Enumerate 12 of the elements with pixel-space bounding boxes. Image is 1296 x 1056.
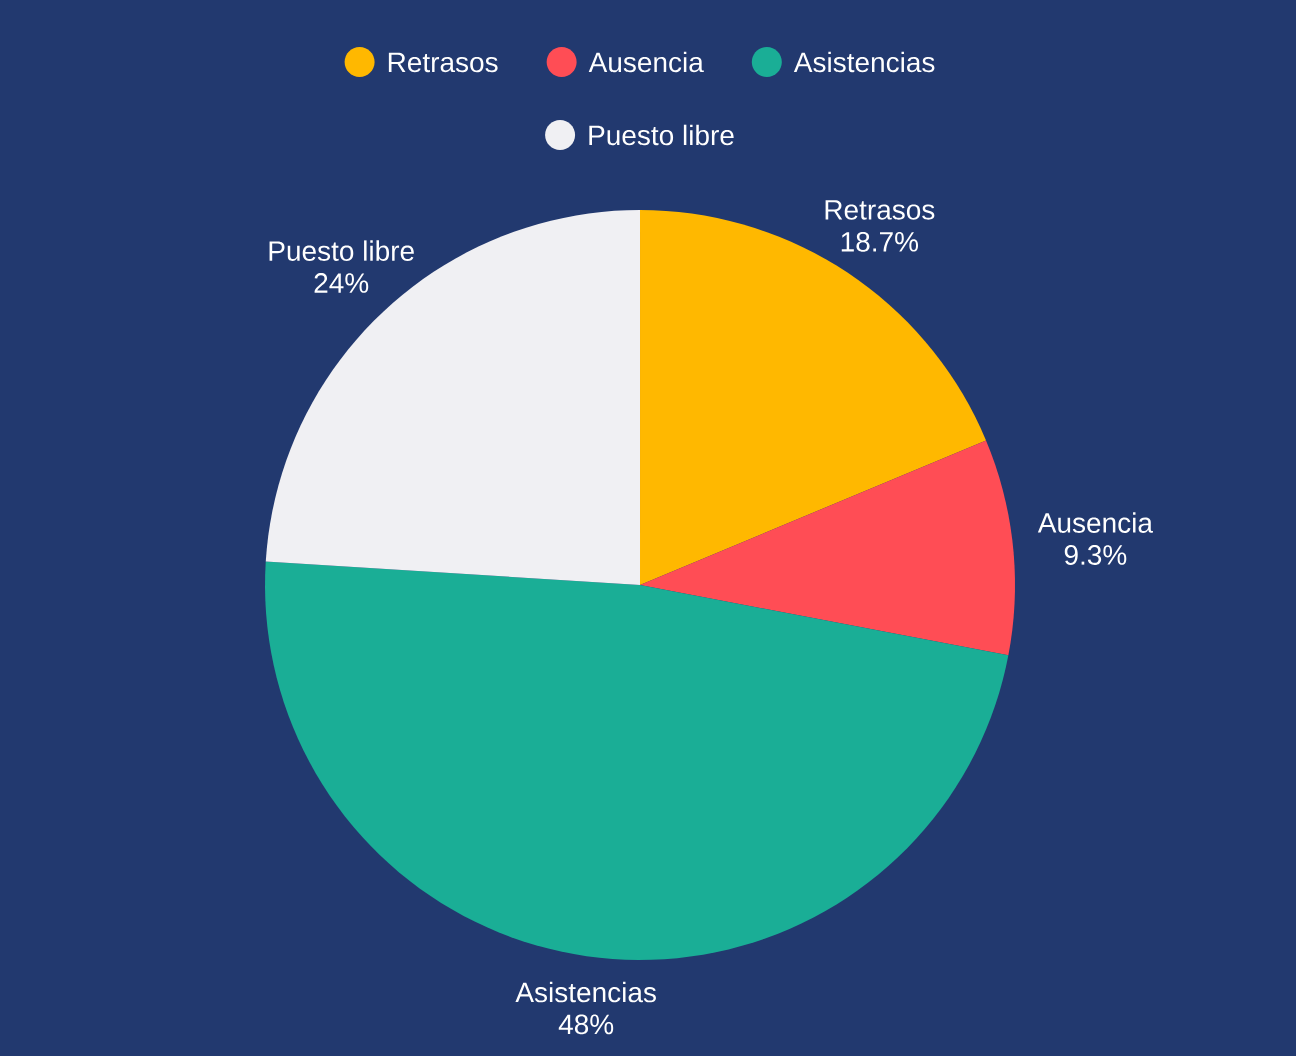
legend-label: Asistencias — [793, 51, 935, 73]
slice-label: Puesto libre — [269, 240, 414, 261]
data-label: 24% — [314, 273, 369, 293]
legend-label: Ausencia — [588, 51, 704, 73]
data-label: 9.3% — [1064, 545, 1127, 565]
legend-label: Puesto libre — [589, 124, 734, 146]
slice-label: Ausencia — [1037, 512, 1153, 533]
data-label: 48% — [558, 1014, 614, 1035]
slice-label: Asistencias — [515, 981, 656, 1003]
legend-label: Retrasos — [388, 52, 498, 73]
data-label: 18.7% — [841, 231, 919, 252]
slice-label: Retrasos — [825, 200, 935, 220]
